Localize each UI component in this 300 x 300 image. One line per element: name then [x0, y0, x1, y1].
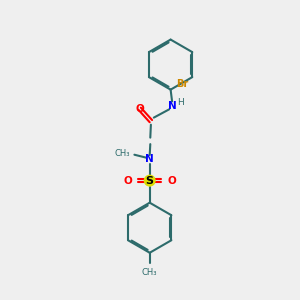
- Text: H: H: [177, 98, 184, 107]
- Text: S: S: [146, 176, 154, 186]
- Circle shape: [144, 175, 155, 186]
- Text: CH₃: CH₃: [142, 268, 158, 278]
- Text: CH₃: CH₃: [115, 149, 130, 158]
- Text: O: O: [167, 176, 176, 186]
- Text: O: O: [135, 104, 144, 114]
- Text: O: O: [123, 176, 132, 186]
- Text: N: N: [168, 101, 176, 111]
- Text: Br: Br: [176, 79, 189, 88]
- Text: N: N: [145, 154, 154, 164]
